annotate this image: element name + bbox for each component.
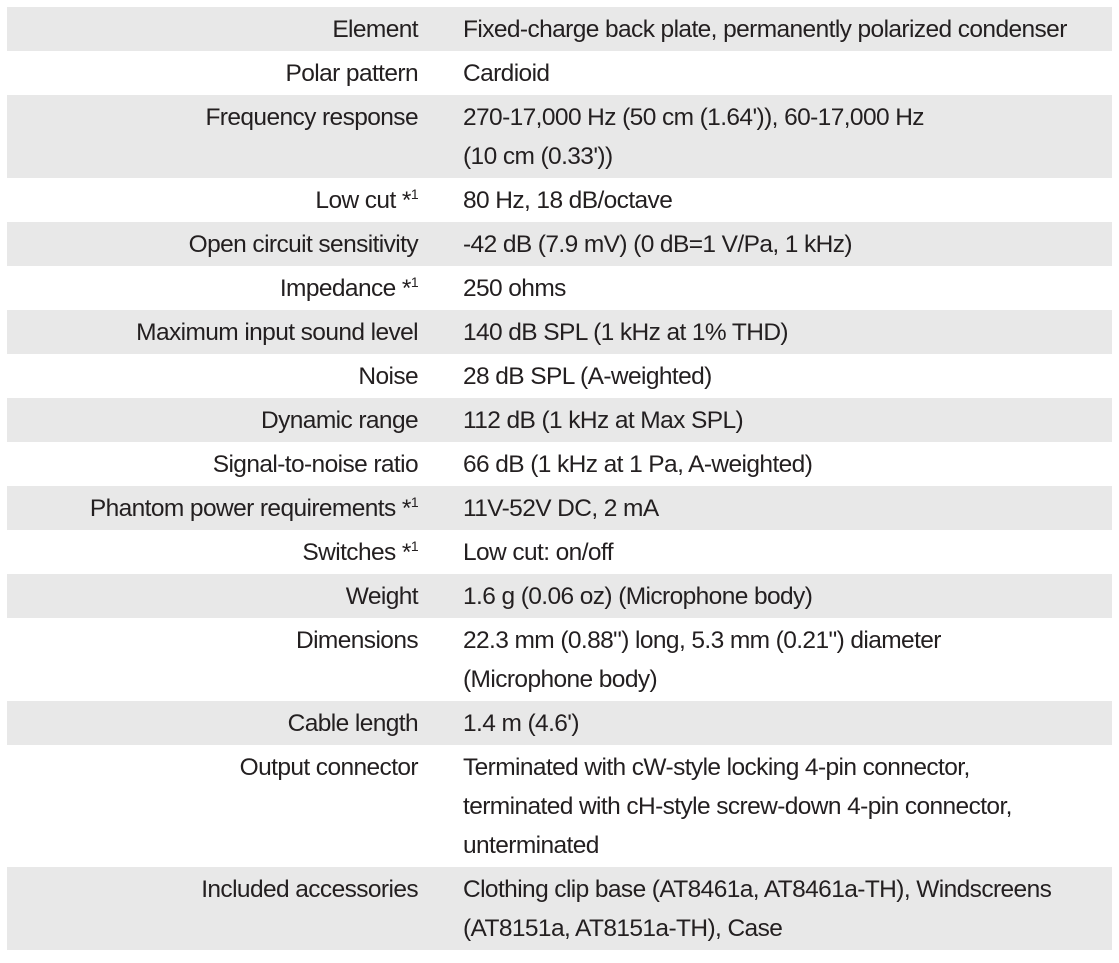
spec-value-cell: 112 dB (1 kHz at Max SPL): [463, 398, 1112, 442]
spec-label: Phantom power requirements: [89, 494, 396, 522]
spec-value-cell: 22.3 mm (0.88") long, 5.3 mm (0.21") dia…: [463, 618, 1112, 701]
spec-label-cell: Cable length: [7, 701, 463, 745]
spec-row: Weight 1.6 g (0.06 oz) (Microphone body): [7, 574, 1112, 618]
spec-value-cell: 1.4 m (4.6'): [463, 701, 1112, 745]
spec-label-cell: Output connector: [7, 745, 463, 867]
spec-label: Dimensions: [296, 626, 419, 654]
spec-value-line: Fixed-charge back plate, permanently pol…: [463, 15, 1067, 43]
spec-value-line: 140 dB SPL (1 kHz at 1% THD): [463, 318, 789, 346]
spec-value-line: 270-17,000 Hz (50 cm (1.64')), 60-17,000…: [463, 103, 925, 131]
spec-row: Included accessories Clothing clip base (…: [7, 867, 1112, 950]
spec-label-cell: Maximum input sound level: [7, 310, 463, 354]
spec-label-cell: Dimensions: [7, 618, 463, 701]
spec-label-cell: Frequency response: [7, 95, 463, 178]
spec-row: Output connector Terminated with cW-style…: [7, 745, 1112, 867]
spec-value-cell: Cardioid: [463, 51, 1112, 95]
spec-label-cell: Element: [7, 7, 463, 51]
spec-label: Low cut: [315, 186, 396, 214]
spec-value-cell: 11V-52V DC, 2 mA: [463, 486, 1112, 530]
spec-label: Cable length: [287, 709, 419, 737]
spec-value-line: 1.4 m (4.6'): [463, 709, 580, 737]
spec-label: Open circuit sensitivity: [188, 230, 419, 258]
spec-row: Frequency response 270-17,000 Hz (50 cm (…: [7, 95, 1112, 178]
spec-value-line: 22.3 mm (0.88") long, 5.3 mm (0.21") dia…: [463, 626, 941, 654]
spec-row: Maximum input sound level 140 dB SPL (1 k…: [7, 310, 1112, 354]
spec-label: Maximum input sound level: [136, 318, 418, 346]
spec-value-line: unterminated: [463, 831, 599, 859]
spec-row: Cable length 1.4 m (4.6'): [7, 701, 1112, 745]
spec-row: Low cut *1 80 Hz, 18 dB/octave: [7, 178, 1112, 222]
footnote-marker: *1: [395, 537, 419, 566]
spec-label-cell: Signal-to-noise ratio: [7, 442, 463, 486]
spec-value-cell: Terminated with cW-style locking 4-pin c…: [463, 745, 1112, 867]
spec-row: Phantom power requirements *1 11V-52V DC,…: [7, 486, 1112, 530]
spec-row: Polar pattern Cardioid: [7, 51, 1112, 95]
spec-value-line: (10 cm (0.33')): [463, 142, 613, 170]
spec-row: Signal-to-noise ratio 66 dB (1 kHz at 1 P…: [7, 442, 1112, 486]
spec-label-cell: Polar pattern: [7, 51, 463, 95]
spec-value-cell: 140 dB SPL (1 kHz at 1% THD): [463, 310, 1112, 354]
spec-value-line: 1.6 g (0.06 oz) (Microphone body): [463, 582, 813, 610]
spec-label: Output connector: [239, 753, 419, 781]
spec-label-cell: Switches *1: [7, 530, 463, 574]
spec-label-cell: Noise: [7, 354, 463, 398]
spec-label-cell: Impedance *1: [7, 266, 463, 310]
spec-label: Impedance: [279, 274, 396, 302]
footnote-marker: *1: [395, 273, 419, 302]
spec-value-cell: Low cut: on/off: [463, 530, 1112, 574]
spec-value-cell: 80 Hz, 18 dB/octave: [463, 178, 1112, 222]
spec-value-cell: 250 ohms: [463, 266, 1112, 310]
spec-label-cell: Low cut *1: [7, 178, 463, 222]
spec-row: Impedance *1 250 ohms: [7, 266, 1112, 310]
spec-row: Switches *1 Low cut: on/off: [7, 530, 1112, 574]
spec-label-cell: Dynamic range: [7, 398, 463, 442]
spec-value-line: terminated with cH-style screw-down 4-pi…: [463, 792, 1012, 820]
spec-value-cell: Clothing clip base (AT8461a, AT8461a-TH)…: [463, 867, 1112, 950]
spec-row: Dimensions 22.3 mm (0.88") long, 5.3 mm (…: [7, 618, 1112, 701]
spec-label: Dynamic range: [261, 406, 419, 434]
spec-label-cell: Included accessories: [7, 867, 463, 950]
spec-row: Dynamic range 112 dB (1 kHz at Max SPL): [7, 398, 1112, 442]
spec-row: Noise 28 dB SPL (A-weighted): [7, 354, 1112, 398]
spec-value-line: 80 Hz, 18 dB/octave: [463, 186, 673, 214]
spec-label: Signal-to-noise ratio: [212, 450, 419, 478]
spec-value-line: 112 dB (1 kHz at Max SPL): [463, 406, 744, 434]
spec-label: Polar pattern: [285, 59, 419, 87]
spec-value-cell: 1.6 g (0.06 oz) (Microphone body): [463, 574, 1112, 618]
spec-value-cell: 270-17,000 Hz (50 cm (1.64')), 60-17,000…: [463, 95, 1112, 178]
spec-label: Weight: [345, 582, 419, 610]
spec-value-cell: -42 dB (7.9 mV) (0 dB=1 V/Pa, 1 kHz): [463, 222, 1112, 266]
spec-value-line: Terminated with cW-style locking 4-pin c…: [463, 753, 970, 781]
footnote-marker: *1: [395, 493, 419, 522]
spec-value-line: (Microphone body): [463, 665, 658, 693]
spec-value-line: 28 dB SPL (A-weighted): [463, 362, 712, 390]
spec-value-line: Clothing clip base (AT8461a, AT8461a-TH)…: [463, 875, 1052, 903]
spec-value-line: Cardioid: [463, 59, 550, 87]
spec-value-line: 250 ohms: [463, 274, 566, 302]
spec-label-cell: Open circuit sensitivity: [7, 222, 463, 266]
spec-label-cell: Weight: [7, 574, 463, 618]
spec-label-cell: Phantom power requirements *1: [7, 486, 463, 530]
spec-value-line: 11V-52V DC, 2 mA: [463, 494, 659, 522]
spec-value-line: 66 dB (1 kHz at 1 Pa, A-weighted): [463, 450, 813, 478]
spec-row: Open circuit sensitivity -42 dB (7.9 mV) …: [7, 222, 1112, 266]
spec-label: Switches: [302, 538, 396, 566]
spec-value-cell: 28 dB SPL (A-weighted): [463, 354, 1112, 398]
spec-row: Element Fixed-charge back plate, permanen…: [7, 7, 1112, 51]
spec-value-line: -42 dB (7.9 mV) (0 dB=1 V/Pa, 1 kHz): [463, 230, 853, 258]
spec-label: Noise: [358, 362, 418, 390]
spec-value-line: Low cut: on/off: [463, 538, 614, 566]
spec-label: Included accessories: [201, 875, 418, 903]
spec-label: Element: [332, 15, 418, 43]
spec-label: Frequency response: [205, 103, 418, 131]
spec-table: Element Fixed-charge back plate, permanen…: [7, 7, 1112, 950]
spec-value-cell: 66 dB (1 kHz at 1 Pa, A-weighted): [463, 442, 1112, 486]
spec-value-line: (AT8151a, AT8151a-TH), Case: [463, 914, 783, 942]
spec-value-cell: Fixed-charge back plate, permanently pol…: [463, 7, 1112, 51]
footnote-marker: *1: [395, 185, 419, 214]
